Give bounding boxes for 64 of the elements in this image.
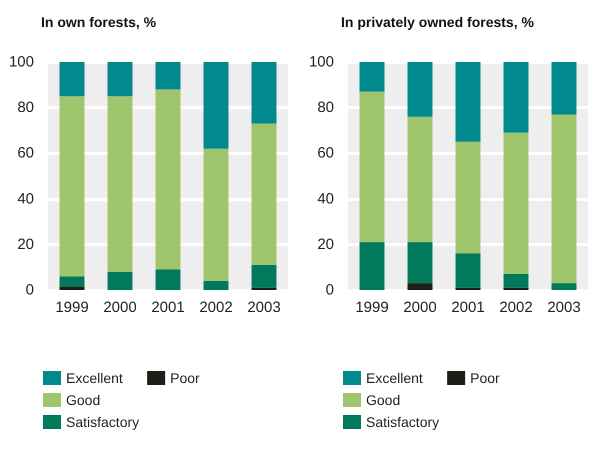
bar xyxy=(60,96,84,276)
y-tick-label: 0 xyxy=(26,282,34,298)
bar xyxy=(408,242,432,284)
y-tick-label: 80 xyxy=(17,99,34,116)
legend-label: Satisfactory xyxy=(66,414,140,430)
x-tick-label: 2002 xyxy=(199,299,233,316)
bar xyxy=(156,89,180,270)
y-tick-label: 40 xyxy=(17,190,34,208)
legend-label: Excellent xyxy=(366,370,423,386)
bar xyxy=(456,142,480,254)
bar xyxy=(408,283,432,290)
y-tick-label: 20 xyxy=(317,236,334,253)
bar xyxy=(204,62,228,149)
bar xyxy=(504,132,528,274)
x-tick-label: 1999 xyxy=(55,299,89,316)
y-tick-label: 100 xyxy=(308,54,334,70)
bar xyxy=(108,96,132,272)
legend-label: Poor xyxy=(170,370,200,386)
legend-label: Good xyxy=(66,392,100,408)
chart-title: In own forests, % xyxy=(41,14,157,30)
bar xyxy=(156,269,180,290)
bar xyxy=(156,62,180,90)
chart-title: In privately owned forests, % xyxy=(341,14,534,30)
y-tick-label: 40 xyxy=(317,190,334,208)
bar xyxy=(108,272,132,290)
bar xyxy=(456,62,480,142)
x-tick-label: 2003 xyxy=(247,299,281,316)
y-tick-label: 60 xyxy=(17,144,34,162)
bar xyxy=(360,62,384,92)
bar xyxy=(252,62,276,124)
bar xyxy=(252,124,276,265)
bar xyxy=(60,276,84,287)
bar xyxy=(408,116,432,242)
bar xyxy=(456,254,480,288)
bar xyxy=(552,62,576,114)
bar xyxy=(204,280,228,290)
y-tick-label: 20 xyxy=(17,236,34,253)
bar xyxy=(504,62,528,133)
bar xyxy=(504,274,528,288)
x-tick-label: 2001 xyxy=(451,299,485,316)
bar xyxy=(60,62,84,96)
x-tick-label: 2001 xyxy=(151,299,185,316)
bar xyxy=(360,242,384,290)
bar xyxy=(552,283,576,290)
bar xyxy=(60,286,84,290)
legend-label: Poor xyxy=(470,370,500,386)
bar xyxy=(360,92,384,242)
y-tick-label: 80 xyxy=(317,99,334,116)
legend-label: Excellent xyxy=(66,370,123,386)
bar xyxy=(108,62,132,96)
bar xyxy=(252,264,276,288)
legend-label: Good xyxy=(366,392,400,408)
legend-label: Satisfactory xyxy=(366,414,440,430)
bar xyxy=(552,114,576,284)
x-tick-label: 2000 xyxy=(403,299,437,316)
x-tick-label: 2000 xyxy=(103,299,137,316)
bar xyxy=(408,62,432,117)
y-tick-label: 100 xyxy=(8,54,34,70)
y-tick-label: 0 xyxy=(326,282,334,298)
bar xyxy=(204,148,228,281)
y-tick-label: 60 xyxy=(317,144,334,162)
x-tick-label: 1999 xyxy=(355,299,389,316)
x-tick-label: 2003 xyxy=(547,299,581,316)
x-tick-label: 2002 xyxy=(499,299,533,316)
